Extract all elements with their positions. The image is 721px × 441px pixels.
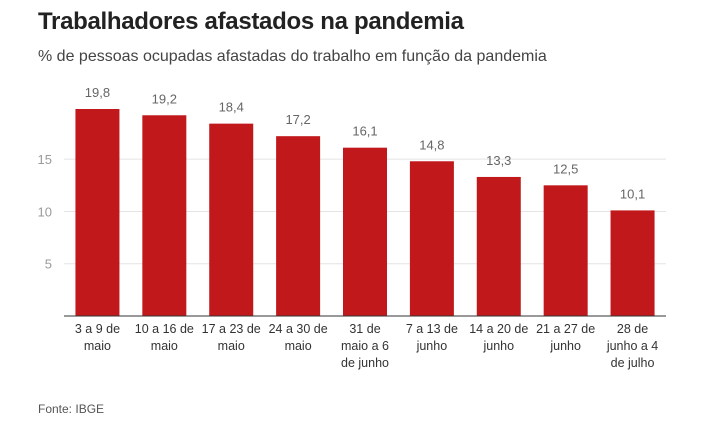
x-tick-label: 28 de junho a 4 de julho (606, 322, 658, 370)
data-label: 13,3 (486, 153, 511, 168)
x-tick-label: 21 a 27 de junho (536, 322, 595, 353)
data-label: 19,8 (85, 85, 110, 100)
y-tick-label: 10 (38, 204, 52, 219)
bar (142, 115, 187, 316)
data-label: 16,1 (352, 124, 377, 139)
source-note: Fonte: IBGE (38, 402, 105, 416)
x-tick-label: 24 a 30 de maio (269, 322, 328, 353)
bar (209, 123, 254, 317)
x-tick-label: 17 a 23 de maio (202, 322, 261, 353)
x-tick-label: 7 a 13 de junho (406, 322, 458, 353)
data-label: 17,2 (285, 112, 310, 127)
bar (276, 136, 321, 316)
data-label: 10,1 (620, 186, 645, 201)
x-tick-label: 31 de maio a 6 de junho (341, 322, 389, 370)
chart-subtitle: % de pessoas ocupadas afastadas do traba… (38, 48, 547, 65)
data-label: 19,2 (152, 91, 177, 106)
bar (610, 210, 655, 316)
x-tick-label: 14 a 20 de junho (469, 322, 528, 353)
bar (476, 176, 521, 316)
y-tick-label: 15 (38, 152, 52, 167)
bar (75, 109, 120, 316)
x-tick-label: 10 a 16 de maio (135, 322, 194, 353)
chart-title: Trabalhadores afastados na pandemia (38, 8, 464, 35)
y-tick-label: 5 (45, 257, 52, 272)
x-tick-label: 3 a 9 de maio (75, 322, 120, 353)
bar (343, 147, 387, 316)
data-label: 14,8 (419, 137, 444, 152)
bar (409, 161, 454, 316)
data-label: 18,4 (219, 100, 244, 115)
bar (543, 185, 588, 316)
data-label: 12,5 (553, 161, 578, 176)
